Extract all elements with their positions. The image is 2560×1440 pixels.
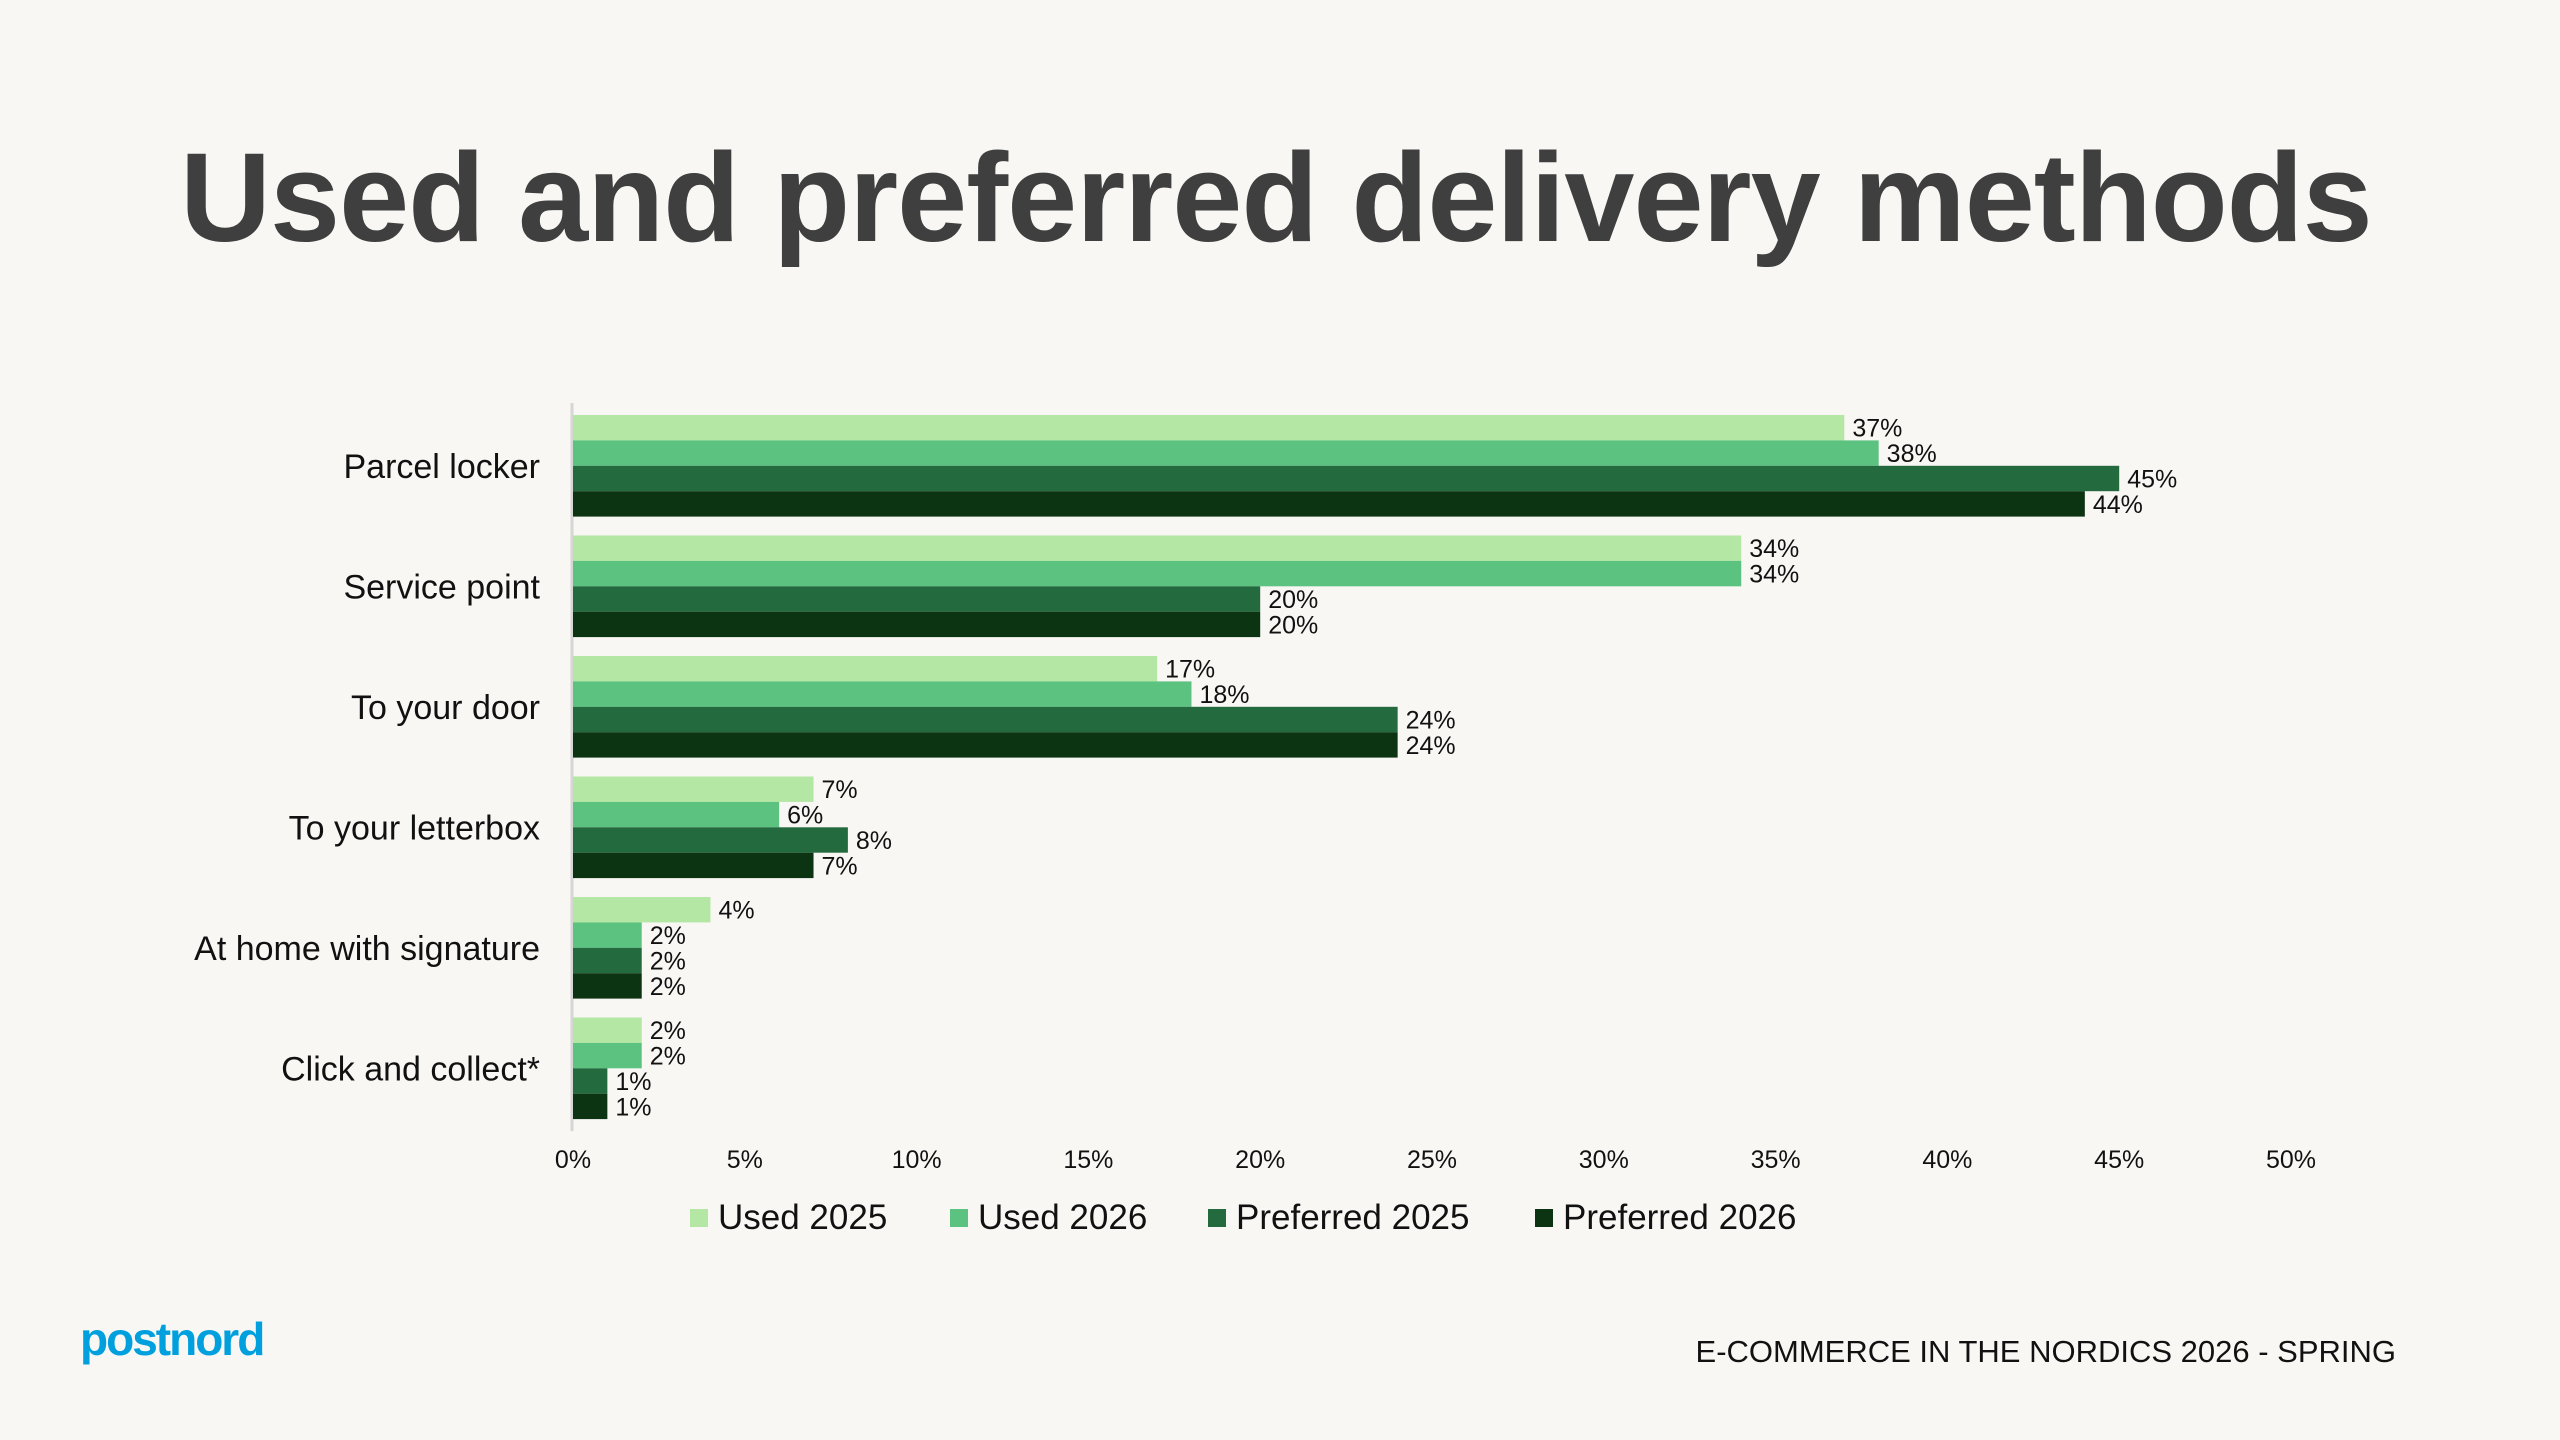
data-label: 1%: [615, 1068, 651, 1096]
bar: [573, 465, 2120, 492]
legend-label: Preferred 2026: [1563, 1198, 1796, 1237]
data-label: 7%: [822, 852, 858, 880]
bar: [573, 681, 1192, 707]
x-tick-label: 0%: [555, 1146, 591, 1174]
data-label: 20%: [1268, 611, 1318, 639]
bar: [573, 801, 780, 828]
x-tick-label: 5%: [727, 1146, 763, 1174]
legend-swatch: [950, 1209, 968, 1227]
x-tick-label: 20%: [1235, 1146, 1285, 1174]
x-tick-label: 40%: [1922, 1146, 1972, 1174]
data-label: 2%: [650, 1043, 686, 1071]
category-label: Click and collect*: [281, 1050, 540, 1088]
footer-text: E-COMMERCE IN THE NORDICS 2026 - SPRING: [1695, 1334, 2396, 1369]
category-label: At home with signature: [194, 930, 540, 968]
bar: [573, 776, 814, 802]
bar: [573, 706, 1398, 733]
data-label: 2%: [650, 1017, 686, 1045]
category-label: Service point: [343, 568, 540, 606]
bar: [573, 947, 642, 974]
data-label: 6%: [787, 802, 823, 830]
bar: [573, 1093, 608, 1120]
bar: [573, 586, 1261, 612]
legend-swatch: [690, 1209, 708, 1227]
bar: [573, 611, 1261, 638]
x-tick-label: 15%: [1063, 1146, 1113, 1174]
data-label: 24%: [1406, 732, 1456, 760]
bar: [573, 560, 1742, 587]
legend-label: Used 2026: [978, 1198, 1147, 1237]
data-label: 7%: [822, 776, 858, 804]
bar: [573, 732, 1398, 758]
data-label: 2%: [650, 973, 686, 1001]
legend-label: Preferred 2025: [1236, 1198, 1469, 1237]
bar: [573, 656, 1158, 682]
data-label: 37%: [1852, 415, 1902, 443]
category-label: To your letterbox: [289, 809, 540, 847]
bar: [573, 1017, 642, 1043]
legend-swatch: [1208, 1209, 1226, 1227]
bar: [573, 415, 1845, 441]
bar: [573, 440, 1879, 466]
data-label: 8%: [856, 827, 892, 855]
category-label: To your door: [351, 689, 540, 727]
legend-swatch: [1535, 1209, 1553, 1227]
data-label: 2%: [650, 922, 686, 950]
data-label: 45%: [2127, 466, 2177, 494]
bar: [573, 535, 1742, 561]
postnord-logo: postnord: [80, 1313, 265, 1365]
data-label: 1%: [615, 1093, 651, 1121]
bar: [573, 852, 814, 879]
data-label: 24%: [1406, 707, 1456, 735]
x-tick-label: 30%: [1579, 1146, 1629, 1174]
bar: [573, 922, 642, 948]
bar: [573, 491, 2085, 517]
bar: [573, 827, 848, 853]
x-tick-label: 50%: [2266, 1146, 2316, 1174]
x-tick-label: 35%: [1751, 1146, 1801, 1174]
bar: [573, 1068, 608, 1094]
legend-label: Used 2025: [718, 1198, 887, 1237]
bar: [573, 897, 711, 923]
data-label: 44%: [2093, 491, 2143, 519]
x-tick-label: 10%: [892, 1146, 942, 1174]
data-label: 34%: [1749, 561, 1799, 589]
page-title: Used and preferred delivery methods: [180, 127, 2373, 268]
data-label: 2%: [650, 948, 686, 976]
data-label: 34%: [1749, 535, 1799, 563]
category-label: Parcel locker: [343, 448, 540, 486]
data-label: 18%: [1199, 681, 1249, 709]
data-label: 20%: [1268, 586, 1318, 614]
x-tick-label: 45%: [2094, 1146, 2144, 1174]
x-tick-label: 25%: [1407, 1146, 1457, 1174]
data-label: 17%: [1165, 656, 1215, 684]
bar: [573, 1042, 642, 1069]
bar: [573, 973, 642, 999]
data-label: 38%: [1887, 440, 1937, 468]
data-label: 4%: [718, 897, 754, 925]
